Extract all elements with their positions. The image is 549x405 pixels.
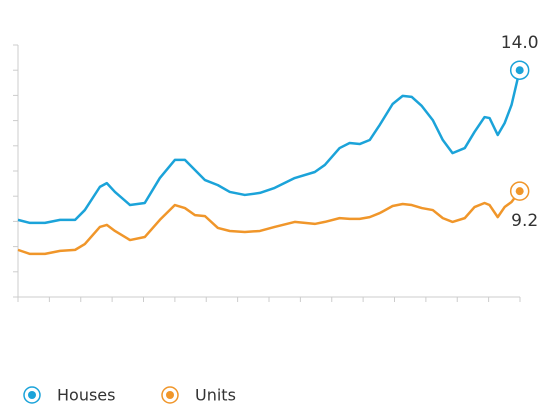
legend-icon-dot [166, 391, 174, 399]
end-label: 9.2 [511, 211, 538, 231]
legend-label: Houses [57, 386, 115, 405]
series-line [17, 69, 521, 225]
end-marker-dot [515, 66, 524, 75]
legend-icon-dot [28, 391, 36, 399]
end-marker-dot [515, 187, 524, 196]
legend-label: Units [195, 386, 236, 405]
end-label: 14.0 [501, 33, 539, 53]
series-line [17, 190, 521, 256]
